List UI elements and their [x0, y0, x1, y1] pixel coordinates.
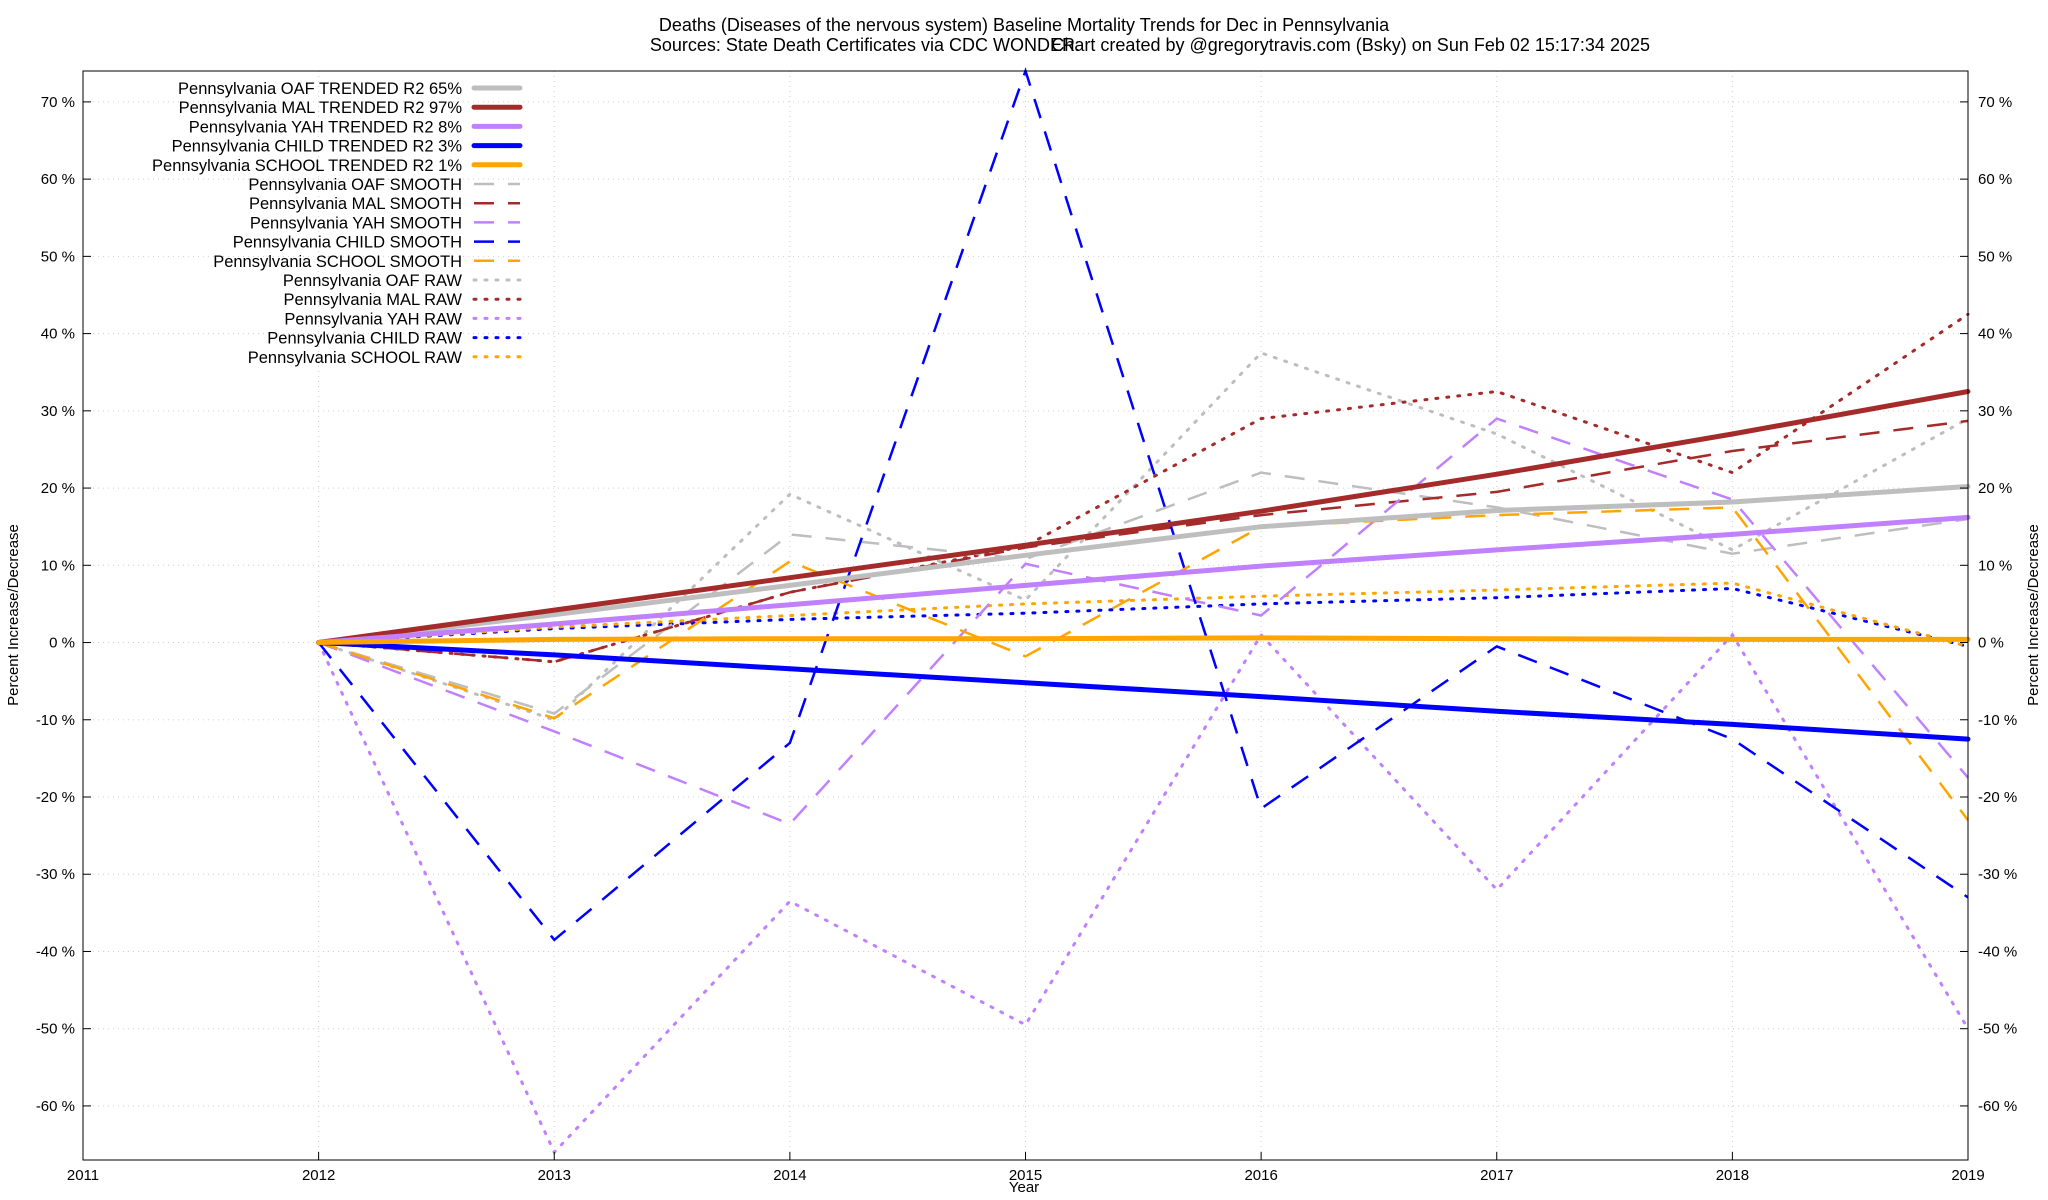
y-tick-label-right: -20 % [1978, 789, 2017, 806]
legend-label-0: Pennsylvania OAF TRENDED R2 65% [178, 80, 462, 98]
y-tick-label-left: 60 % [41, 171, 75, 188]
y-tick-label-left: -10 % [36, 712, 75, 729]
x-tick-label: 2016 [1244, 1167, 1277, 1184]
legend-label-4: Pennsylvania SCHOOL TRENDED R2 1% [152, 157, 462, 175]
y-axis-label-right: Percent Increase/Decrease [2025, 524, 2042, 706]
y-tick-label-left: 70 % [41, 94, 75, 111]
legend-label-10: Pennsylvania OAF RAW [283, 272, 463, 290]
chart-subtitle-credit: Chart created by @gregorytravis.com (Bsk… [1051, 35, 1650, 55]
legend-label-8: Pennsylvania CHILD SMOOTH [233, 234, 462, 252]
y-axis-label-left: Percent Increase/Decrease [5, 524, 22, 706]
legend-label-14: Pennsylvania SCHOOL RAW [248, 349, 463, 367]
series-line-6 [318, 419, 1969, 664]
series-line-3 [316, 640, 1971, 742]
legend-label-2: Pennsylvania YAH TRENDED R2 8% [189, 118, 463, 136]
y-tick-label-left: 0 % [49, 635, 75, 652]
legend-label-13: Pennsylvania CHILD RAW [267, 330, 462, 348]
y-tick-label-right: 10 % [1978, 557, 2012, 574]
chart-title: Deaths (Diseases of the nervous system) … [659, 15, 1390, 35]
legend: Pennsylvania OAF TRENDED R2 65%Pennsylva… [152, 80, 523, 367]
series-line-12 [317, 632, 1970, 1155]
y-tick-label-right: 40 % [1978, 326, 2012, 343]
y-tick-label-right: 0 % [1978, 635, 2004, 652]
y-tick-label-left: 50 % [41, 248, 75, 265]
x-tick-label: 2015 [1009, 1167, 1042, 1184]
legend-label-3: Pennsylvania CHILD TRENDED R2 3% [172, 138, 463, 156]
series-line-5 [318, 471, 1969, 715]
x-tick-label: 2017 [1480, 1167, 1513, 1184]
legend-label-7: Pennsylvania YAH SMOOTH [250, 214, 462, 232]
y-tick-label-left: -40 % [36, 943, 75, 960]
grid [82, 71, 1969, 1160]
y-tick-label-right: 60 % [1978, 171, 2012, 188]
y-tick-label-right: -30 % [1978, 866, 2017, 883]
y-tick-label-left: 40 % [41, 326, 75, 343]
legend-label-11: Pennsylvania MAL RAW [283, 291, 462, 309]
series-line-0 [316, 484, 1971, 645]
x-tick-label: 2011 [67, 1167, 99, 1184]
legend-label-12: Pennsylvania YAH RAW [284, 310, 462, 328]
y-tick-label-right: 30 % [1978, 403, 2012, 420]
series-line-13 [317, 586, 1970, 648]
y-tick-label-left: 30 % [41, 403, 75, 420]
y-tick-label-left: 10 % [41, 557, 75, 574]
chart-subtitle-source: Sources: State Death Certificates via CD… [650, 35, 1080, 55]
legend-label-1: Pennsylvania MAL TRENDED R2 97% [179, 99, 463, 117]
y-tick-label-right: -50 % [1978, 1021, 2017, 1038]
y-tick-label-left: -20 % [36, 789, 75, 806]
x-axis-label: Year [1009, 1179, 1039, 1196]
x-tick-label: 2018 [1716, 1167, 1749, 1184]
legend-label-5: Pennsylvania OAF SMOOTH [248, 176, 462, 194]
legend-label-6: Pennsylvania MAL SMOOTH [249, 195, 462, 213]
y-tick-label-right: -10 % [1978, 712, 2017, 729]
y-tick-label-right: -60 % [1978, 1098, 2017, 1115]
y-tick-label-right: 70 % [1978, 94, 2012, 111]
y-tick-label-right: 50 % [1978, 248, 2012, 265]
y-tick-label-right: -40 % [1978, 943, 2017, 960]
series-line-1 [316, 389, 1971, 645]
x-tick-label: 2013 [538, 1167, 571, 1184]
series-line-2 [316, 514, 1971, 645]
series-line-10 [317, 351, 1970, 722]
axis-layer: 70 % 70 % 60 % 60 % 50 % 50 % 40 % 40 % 30 % 30 %… [36, 94, 2017, 1184]
x-tick-label: 2012 [302, 1167, 335, 1184]
series-line-7 [318, 417, 1969, 826]
y-tick-label-right: 20 % [1978, 480, 2012, 497]
y-tick-label-left: -30 % [36, 866, 75, 883]
x-tick-label: 2014 [773, 1167, 806, 1184]
series-line-8 [317, 67, 1969, 942]
x-tick-label: 2019 [1951, 1167, 1984, 1184]
y-tick-label-left: -60 % [36, 1098, 75, 1115]
series-layer [316, 67, 1971, 1155]
y-tick-label-left: 20 % [41, 480, 75, 497]
y-tick-label-left: -50 % [36, 1021, 75, 1038]
legend-label-9: Pennsylvania SCHOOL SMOOTH [213, 253, 462, 271]
series-line-9 [318, 506, 1969, 821]
series-line-4 [316, 635, 1971, 645]
series-line-14 [317, 581, 1970, 648]
